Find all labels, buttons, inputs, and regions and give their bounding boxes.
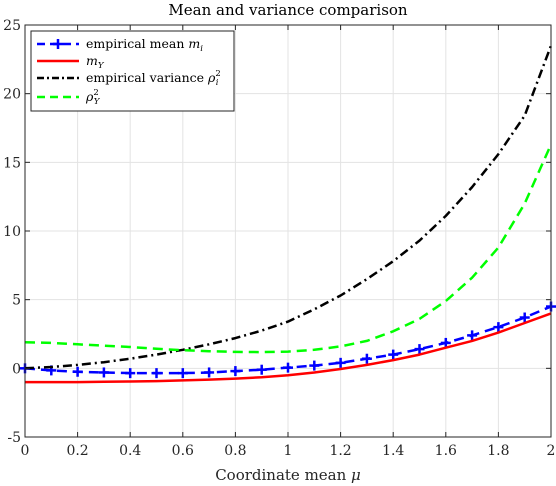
x-axis-label-symbol: μ <box>351 466 361 484</box>
x-tick-label: 2 <box>547 443 556 459</box>
legend-entry-symbol: m <box>188 36 200 51</box>
series-0-plus-marker <box>230 366 241 377</box>
y-tick-label: 25 <box>3 18 21 34</box>
legend-entry-sup: 2 <box>215 69 220 79</box>
series-0-plus-marker <box>72 366 83 377</box>
x-tick-label: 0.4 <box>119 443 141 459</box>
series-0-plus-marker <box>519 312 530 323</box>
x-axis-label: Coordinate mean μ <box>215 466 361 484</box>
legend-entry-sub: i <box>216 78 219 88</box>
legend-entry-symbol: m <box>86 53 98 68</box>
x-tick-label: 1 <box>284 443 293 459</box>
series-0-plus-marker <box>177 368 188 379</box>
series-line-2 <box>24 45 553 370</box>
x-tick-label: 1.6 <box>435 443 457 459</box>
x-tick-label: 1.4 <box>382 443 404 459</box>
series-0-plus-marker <box>204 367 215 378</box>
series-line-3 <box>24 143 553 354</box>
series-0-plus-marker <box>467 330 478 341</box>
series-0-plus-marker <box>256 364 267 375</box>
series-0-plus-marker <box>414 344 425 355</box>
y-tick-label: 0 <box>12 361 21 377</box>
x-axis-label-text: Coordinate mean <box>215 466 351 484</box>
y-tick-label: 20 <box>3 87 21 103</box>
x-tick-label: 1.2 <box>329 443 351 459</box>
legend-entry-sub: Y <box>94 97 101 107</box>
series-0-plus-marker <box>125 368 136 379</box>
series-0-plus-marker <box>361 353 372 364</box>
series-0-plus-marker <box>388 349 399 360</box>
chart-title: Mean and variance comparison <box>168 1 408 19</box>
x-tick-label: 0.2 <box>66 443 88 459</box>
legend-entry-sub: i <box>200 44 203 54</box>
x-tick-label: 0.8 <box>224 443 246 459</box>
y-tick-label: -5 <box>7 430 21 446</box>
y-tick-label: 5 <box>12 293 21 309</box>
x-tick-label: 0.6 <box>172 443 194 459</box>
y-tick-label: 10 <box>3 224 21 240</box>
series-0-plus-marker <box>440 337 451 348</box>
legend-entry-sub: Y <box>98 61 105 71</box>
series-0-plus-marker <box>493 322 504 333</box>
legend-entry-sup: 2 <box>93 88 98 98</box>
legend-entry-text: empirical mean <box>86 36 188 51</box>
legend-entry-symbol: ρ <box>207 70 216 85</box>
legend-entry-1: mY <box>86 53 105 71</box>
legend-entry-0: empirical mean mi <box>86 36 203 54</box>
y-tick-label: 15 <box>3 155 21 171</box>
x-tick-label: 1.8 <box>487 443 509 459</box>
series-0-plus-marker <box>98 367 109 378</box>
series-0-plus-marker <box>309 360 320 371</box>
series-0-plus-marker <box>335 357 346 368</box>
legend-entry-symbol: ρ <box>85 89 94 104</box>
legend-entry-3: ρ2 Y <box>85 88 101 107</box>
series-0-plus-marker <box>151 368 162 379</box>
series-0-plus-marker <box>283 362 293 373</box>
legend-entry-text: empirical variance <box>86 70 208 85</box>
x-tick-label: 0 <box>21 443 30 459</box>
legend-entry-2: empirical variance ρ2 i <box>86 69 221 88</box>
series-line-1 <box>25 312 552 384</box>
